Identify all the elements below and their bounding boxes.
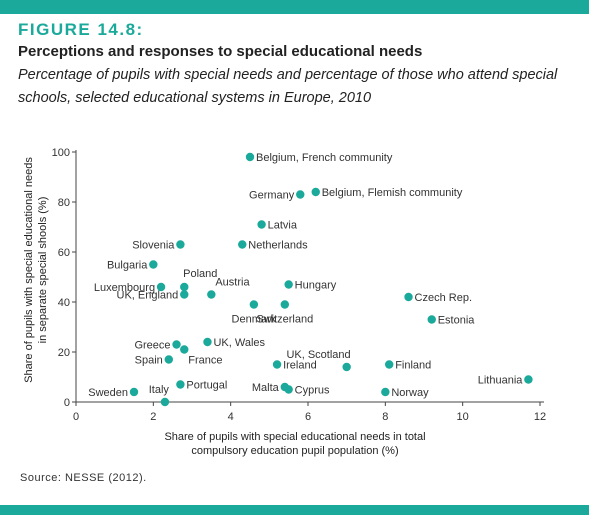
- data-point-label: Greece: [134, 340, 170, 352]
- data-point-label: Poland: [183, 268, 217, 280]
- x-tick-label: 4: [228, 411, 234, 423]
- data-point: [238, 240, 247, 249]
- data-point-label: France: [188, 355, 222, 367]
- data-point-label: Sweden: [88, 387, 128, 399]
- data-point-label: Luxembourg: [94, 282, 155, 294]
- data-point: [342, 362, 351, 372]
- chart-axes: [75, 150, 544, 403]
- data-point: [381, 387, 390, 397]
- y-tick-label: 60: [58, 247, 70, 259]
- chart-points: [129, 152, 533, 407]
- x-axis-title: compulsory education pupil population (%…: [191, 445, 398, 457]
- data-point-label: Czech Rep.: [415, 292, 472, 304]
- data-point: [311, 187, 320, 197]
- data-point-label: Slovenia: [132, 240, 175, 252]
- data-point: [156, 282, 166, 292]
- x-tick-label: 12: [534, 411, 546, 423]
- data-point-label: Switzerland: [256, 314, 313, 326]
- x-tick-label: 2: [150, 411, 156, 423]
- data-point-label: Bulgaria: [107, 260, 148, 272]
- x-tick-label: 8: [382, 411, 388, 423]
- data-point-label: Hungary: [295, 280, 337, 292]
- figure-source: Source: NESSE (2012).: [20, 472, 147, 484]
- data-point: [280, 300, 289, 309]
- data-point: [207, 290, 216, 299]
- data-point: [245, 152, 255, 162]
- data-point: [284, 385, 293, 394]
- data-point: [180, 290, 189, 299]
- chart-point-labels: Belgium, French community Germany Belgium,…: [88, 152, 523, 399]
- data-point-label: Belgium, Flemish community: [322, 187, 463, 199]
- data-point-label: Spain: [135, 355, 163, 367]
- data-point: [524, 375, 533, 384]
- data-point-label: Norway: [391, 387, 429, 399]
- x-tick-label: 0: [73, 411, 79, 423]
- data-point: [284, 280, 293, 289]
- data-point: [160, 397, 170, 407]
- y-tick-label: 20: [58, 347, 70, 359]
- data-point-label: Malta: [252, 382, 280, 394]
- top-accent-bar: [0, 0, 589, 14]
- data-point: [149, 260, 158, 269]
- data-point-label: Cyprus: [295, 385, 330, 397]
- data-point: [272, 360, 282, 369]
- data-point: [180, 345, 189, 354]
- data-point-label: Portugal: [186, 380, 227, 392]
- data-point: [249, 300, 259, 309]
- data-point-label: Latvia: [268, 220, 298, 232]
- y-tick-label: 0: [64, 397, 70, 409]
- data-point: [172, 340, 181, 349]
- data-point-label: Belgium, French community: [256, 152, 393, 164]
- data-point: [427, 315, 436, 324]
- data-point-label: UK, England: [117, 290, 179, 302]
- data-point: [176, 240, 185, 249]
- data-point-label: Germany: [249, 190, 295, 202]
- data-point-label: Ireland: [283, 360, 317, 372]
- x-axis-title: Share of pupils with special educational…: [164, 431, 425, 443]
- data-point: [164, 355, 173, 364]
- data-point: [385, 360, 394, 369]
- data-point-label: UK, Scotland: [286, 349, 350, 361]
- chart-axis-titles: Share of pupils with special educational…: [23, 157, 426, 457]
- data-point-label: UK, Wales: [213, 337, 265, 349]
- data-point: [404, 292, 413, 302]
- x-tick-label: 10: [457, 411, 469, 423]
- figure-number: FIGURE 14.8:: [18, 20, 144, 39]
- y-tick-label: 100: [52, 147, 70, 159]
- figure-title: Perceptions and responses to special edu…: [18, 43, 423, 60]
- data-point: [129, 387, 139, 397]
- x-tick-label: 6: [305, 411, 311, 423]
- data-point-label: Italy: [149, 384, 170, 396]
- data-point-label: Finland: [395, 360, 431, 372]
- data-point-label: Denmark: [232, 314, 277, 326]
- figure-subtitle: Percentage of pupils with special needs …: [18, 67, 558, 106]
- chart-ticks: 0 2 4 6 8 10 12 0 20 40 60 80 100: [52, 147, 546, 423]
- y-tick-label: 40: [58, 297, 70, 309]
- data-point: [180, 282, 189, 292]
- y-tick-label: 80: [58, 197, 70, 209]
- bottom-accent-bar: [0, 505, 589, 515]
- y-axis-title: Share of pupils with special educational…: [23, 157, 35, 383]
- data-point: [257, 220, 266, 229]
- data-point: [296, 190, 305, 199]
- data-point-label: Lithuania: [478, 375, 524, 387]
- data-point-label: Netherlands: [248, 240, 308, 252]
- data-point: [176, 380, 185, 389]
- data-point: [203, 337, 212, 347]
- figure-panel: [0, 14, 589, 505]
- y-axis-title: in separate special shools (%): [37, 197, 49, 344]
- data-point-label: Estonia: [438, 315, 476, 327]
- data-point-label: Austria: [215, 277, 250, 289]
